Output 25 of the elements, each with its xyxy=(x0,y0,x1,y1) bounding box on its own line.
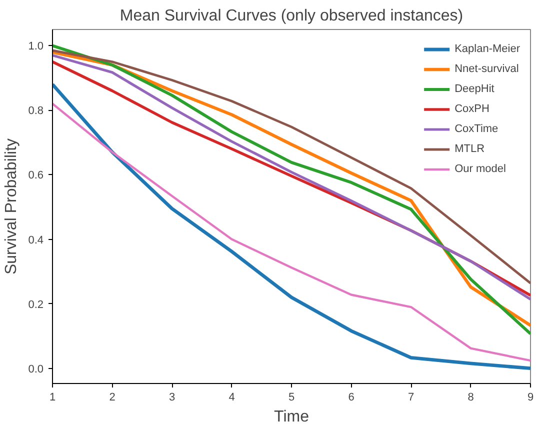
legend-label: Our model xyxy=(454,162,506,176)
y-axis-title: Survival Probability xyxy=(3,138,20,275)
x-tick-label: 7 xyxy=(408,392,414,404)
x-tick-label: 3 xyxy=(168,392,176,404)
y-tick-label: 0.6 xyxy=(28,170,44,182)
y-tick-label: 1.0 xyxy=(28,40,44,53)
legend-label: Kaplan-Meier xyxy=(454,42,520,56)
x-tick-label: 1 xyxy=(49,392,56,404)
legend-label: CoxPH xyxy=(454,102,490,116)
x-tick-label: 4 xyxy=(228,392,235,404)
x-tick-label: 2 xyxy=(109,392,116,404)
y-tick-label: 0.4 xyxy=(28,234,44,246)
legend-label: CoxTime xyxy=(454,122,498,136)
x-tick-label: 6 xyxy=(348,392,354,404)
legend-label: Nnet-survival xyxy=(454,62,519,76)
y-tick-label: 0.2 xyxy=(28,298,44,311)
legend-label: DeepHit xyxy=(454,82,494,96)
y-tick-label: 0.8 xyxy=(28,105,44,118)
legend-label: MTLR xyxy=(454,142,485,156)
x-tick-label: 8 xyxy=(468,392,474,404)
x-tick-label: 5 xyxy=(288,392,295,404)
y-tick-label: 0.0 xyxy=(28,363,44,376)
chart-title: Mean Survival Curves (only observed instances) xyxy=(120,8,464,24)
x-axis-title: Time xyxy=(274,408,310,426)
x-tick-label: 9 xyxy=(527,392,534,404)
